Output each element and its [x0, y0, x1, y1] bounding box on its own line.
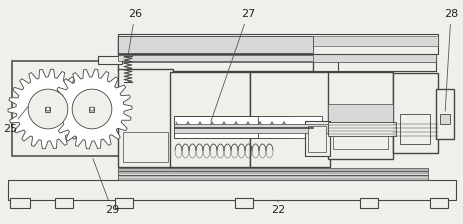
Bar — [118, 36, 313, 53]
Text: 26: 26 — [128, 9, 142, 53]
Bar — [359, 198, 377, 208]
Polygon shape — [8, 69, 88, 149]
Circle shape — [72, 89, 112, 129]
Bar — [118, 36, 313, 71]
Bar — [89, 106, 94, 112]
Polygon shape — [52, 69, 131, 149]
Bar — [392, 73, 437, 153]
Bar — [399, 114, 429, 144]
Bar — [115, 198, 133, 208]
Bar — [429, 198, 447, 208]
Bar — [435, 89, 453, 139]
Bar — [123, 132, 168, 162]
Bar — [118, 168, 427, 171]
Text: 28: 28 — [443, 9, 457, 111]
Text: 25: 25 — [3, 106, 28, 134]
Circle shape — [28, 89, 68, 129]
Bar — [118, 36, 437, 46]
Bar — [118, 36, 435, 71]
Bar — [118, 69, 173, 167]
Bar — [174, 124, 329, 133]
Bar — [118, 45, 435, 62]
Bar — [257, 116, 321, 138]
Text: 29: 29 — [93, 159, 119, 215]
Bar — [234, 198, 252, 208]
Bar — [174, 116, 289, 138]
Bar — [8, 180, 455, 200]
Bar — [169, 36, 337, 71]
Bar — [118, 55, 313, 61]
Bar — [98, 56, 122, 64]
Bar — [45, 106, 50, 112]
Bar — [439, 114, 449, 124]
Circle shape — [46, 107, 50, 111]
Text: 22: 22 — [270, 200, 284, 215]
Bar — [250, 72, 329, 167]
Circle shape — [90, 107, 94, 111]
Bar — [327, 72, 392, 159]
Bar — [118, 34, 437, 54]
Bar — [118, 175, 427, 180]
Text: 27: 27 — [211, 9, 255, 121]
Bar — [169, 72, 250, 167]
Bar — [10, 198, 30, 208]
Bar — [327, 122, 395, 136]
Bar — [118, 171, 427, 175]
Bar — [332, 119, 387, 149]
Bar — [304, 121, 329, 156]
Bar — [327, 104, 392, 124]
Bar — [55, 198, 73, 208]
Bar — [12, 61, 122, 156]
Bar — [307, 126, 325, 152]
